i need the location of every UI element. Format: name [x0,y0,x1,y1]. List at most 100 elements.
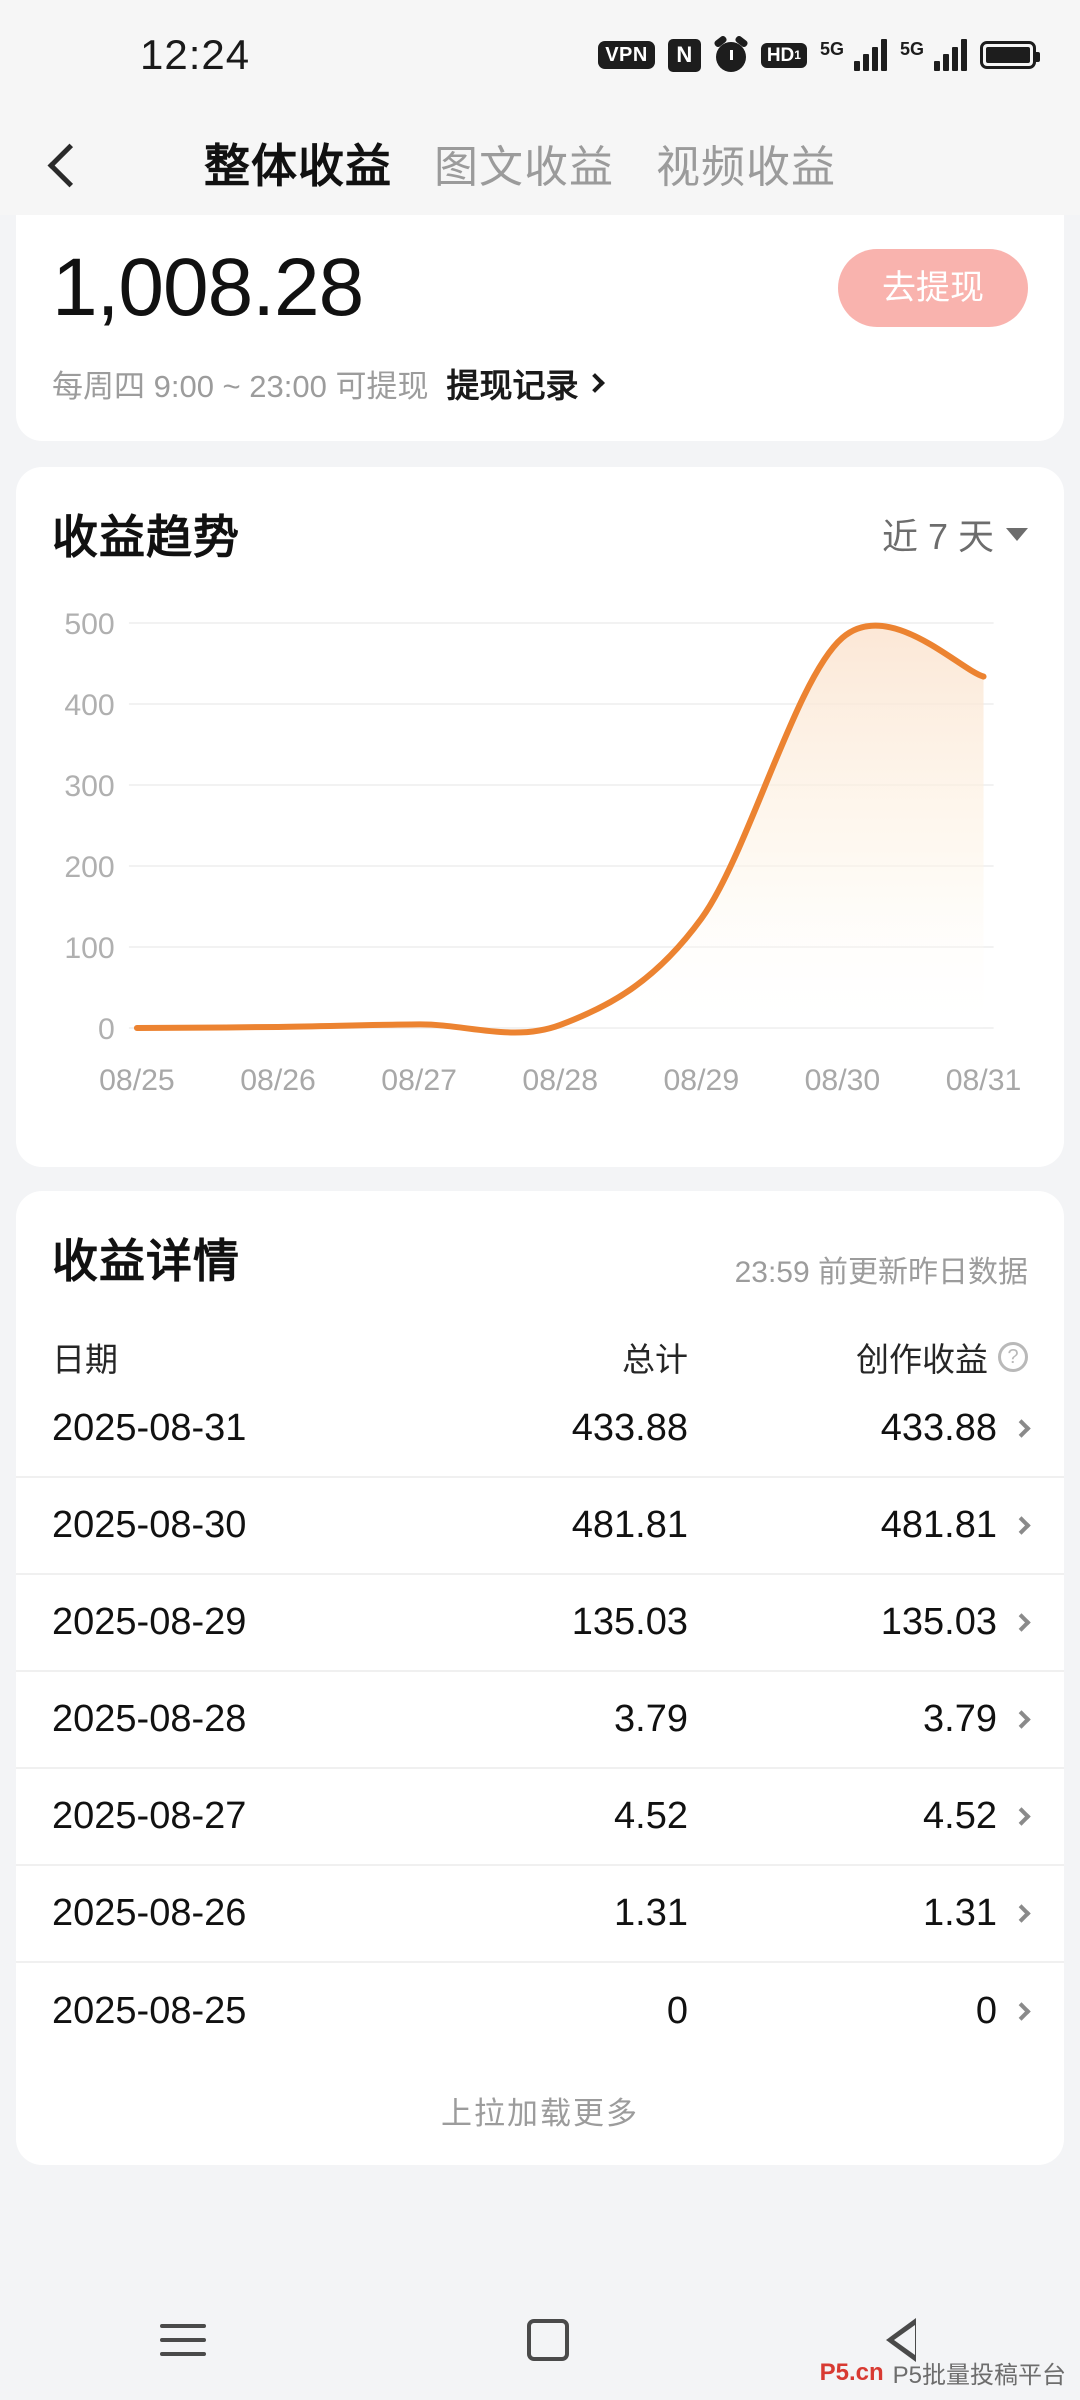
detail-title: 收益详情 [52,1235,240,1288]
cell-create-value: 433.88 [880,1407,997,1450]
chart-y-tick: 400 [64,689,114,722]
chart-x-axis-labels: 08/25 08/26 08/27 08/28 08/29 08/30 08/31 [99,1064,1021,1097]
balance-row: 1,008.28 去提现 [52,242,1028,333]
cell-create-value: 135.03 [880,1601,997,1644]
status-bar-time: 12:24 [140,31,251,78]
earnings-line-chart: 0 100 200 300 400 500 08/25 08/26 08/27 08/28 08/… [16,603,1064,1123]
signal-icon-1: 5G [820,39,887,71]
load-more-hint[interactable]: 上拉加载更多 [441,2096,639,2132]
hd-label: HD [766,44,795,66]
withdraw-window-hint: 每周四 9:00 ~ 23:00 可提现 [52,368,429,404]
chart-x-tick: 08/29 [664,1064,740,1097]
chart-x-tick: 08/30 [805,1064,881,1097]
cell-date: 2025-08-29 [52,1601,247,1644]
chevron-right-icon [1012,2002,1031,2021]
chart-y-tick: 0 [98,1013,115,1046]
withdraw-records-link[interactable]: 提现记录 [446,359,606,407]
table-row[interactable]: 2025-08-25 0 0 [16,1963,1064,2060]
watermark: P5.cn P5批量投稿平台 [820,2355,1066,2390]
detail-header: 收益详情 23:59 前更新昨日数据 [16,1225,1064,1291]
tab-video-earnings[interactable]: 视频收益 [656,142,836,192]
network-type-1: 5G [819,39,844,59]
balance-subtitle-row: 每周四 9:00 ~ 23:00 可提现 提现记录 [52,359,1028,407]
chart-area-fill [136,625,984,1033]
balance-amount: 1,008.28 [52,242,364,333]
cell-create: 4.52 [748,1795,1031,1838]
chevron-down-icon [1006,527,1028,541]
status-bar: 12:24 VPN N HD 1 5G 5G [0,0,1080,110]
column-header-create: 创作收益 ? [748,1333,1028,1381]
back-triangle-icon[interactable] [885,2318,920,2362]
column-header-date: 日期 [52,1341,118,1379]
cell-create: 433.88 [748,1407,1031,1450]
cell-create-value: 0 [975,1990,997,2033]
signal-icon-2: 5G [900,39,967,71]
home-icon[interactable] [526,2319,569,2361]
chart-x-tick: 08/28 [522,1064,598,1097]
cell-create: 481.81 [748,1504,1031,1547]
header-tab-bar: 整体收益 图文收益 视频收益 [0,110,1080,215]
watermark-brand: P5.cn [819,2358,884,2386]
earnings-detail-card: 收益详情 23:59 前更新昨日数据 日期 总计 创作收益 ? 2025-08-… [16,1191,1064,2166]
cell-date: 2025-08-27 [52,1795,247,1838]
chart-title: 收益趋势 [52,511,240,564]
alarm-icon [714,38,748,72]
chart-y-tick: 100 [64,932,114,965]
cell-date: 2025-08-28 [52,1698,247,1741]
system-nav-bar [0,2280,1080,2400]
table-row[interactable]: 2025-08-31 433.88 433.88 [16,1381,1064,1479]
cell-create: 0 [748,1990,1031,2033]
tab-list: 整体收益 图文收益 视频收益 [204,130,836,196]
cell-date: 2025-08-26 [52,1892,247,1935]
hd-voice-icon: HD 1 [760,42,807,68]
range-selector[interactable]: 近 7 天 [882,508,1028,560]
signal-bars-2 [934,39,967,71]
cell-create: 1.31 [748,1892,1031,1935]
withdraw-button[interactable]: 去提现 [838,249,1028,328]
table-row[interactable]: 2025-08-27 4.52 4.52 [16,1769,1064,1867]
signal-bars-1 [853,39,887,71]
vpn-icon: VPN [598,41,655,69]
cell-total: 1.31 [614,1892,688,1935]
chevron-right-icon [1012,1710,1031,1729]
chart-x-tick: 08/27 [381,1064,457,1097]
cell-create: 3.79 [748,1698,1031,1741]
cell-create: 135.03 [748,1601,1031,1644]
table-body: 2025-08-31 433.88 433.88 2025-08-30 481.81 48… [16,1381,1064,2060]
cell-create-value: 481.81 [880,1504,997,1547]
cell-total: 0 [666,1990,688,2033]
tab-overall-earnings[interactable]: 整体收益 [204,139,392,192]
cell-date: 2025-08-25 [52,1990,247,2033]
table-row[interactable]: 2025-08-30 481.81 481.81 [16,1478,1064,1576]
table-header-row: 日期 总计 创作收益 ? [16,1291,1064,1381]
chart-line [133,622,987,1036]
cell-create-value: 4.52 [923,1795,997,1838]
status-bar-icons: VPN N HD 1 5G 5G [598,38,1040,72]
column-header-total: 总计 [622,1341,688,1379]
chevron-left-icon[interactable] [48,146,82,180]
chevron-right-icon [1012,1807,1031,1826]
battery-icon [980,41,1040,69]
chevron-right-icon [1012,1419,1031,1438]
earnings-trend-card: 收益趋势 近 7 天 0 100 200 300 400 500 08/25 08/26 08… [16,467,1064,1168]
table-row[interactable]: 2025-08-28 3.79 3.79 [16,1672,1064,1770]
chevron-right-icon [1012,1613,1031,1632]
info-icon[interactable]: ? [998,1342,1028,1373]
table-row[interactable]: 2025-08-26 1.31 1.31 [16,1866,1064,1964]
withdraw-records-label: 提现记录 [446,367,579,405]
chart-header: 收益趋势 近 7 天 [16,501,1064,567]
column-header-create-label: 创作收益 [856,1341,988,1379]
chart-y-tick: 200 [64,851,114,884]
chart-x-tick: 08/25 [99,1064,175,1097]
table-row[interactable]: 2025-08-29 135.03 135.03 [16,1575,1064,1673]
cell-create-value: 3.79 [923,1698,997,1741]
chevron-right-icon [1012,1904,1031,1923]
menu-icon[interactable] [160,2324,207,2356]
network-type-2: 5G [899,39,924,59]
watermark-text: P5批量投稿平台 [892,2362,1066,2389]
cell-total: 3.79 [614,1698,688,1741]
chart-x-tick: 08/31 [946,1064,1022,1097]
tab-article-earnings[interactable]: 图文收益 [434,142,614,192]
cell-total: 4.52 [614,1795,688,1838]
